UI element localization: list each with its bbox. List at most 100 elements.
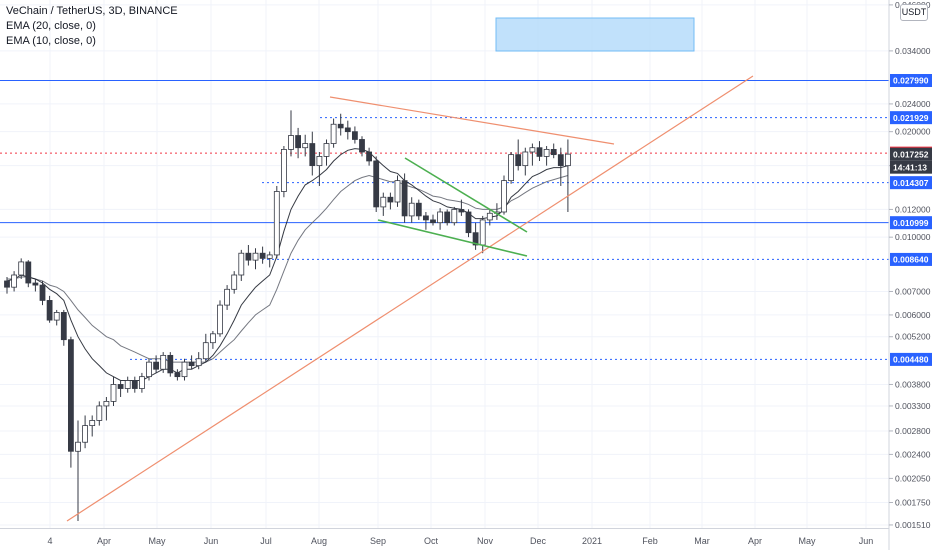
ema10-legend[interactable]: EMA (10, close, 0)	[6, 35, 96, 47]
candle[interactable]	[96, 401, 103, 426]
candle[interactable]	[195, 352, 202, 370]
range-box[interactable]	[495, 17, 695, 52]
candle[interactable]	[68, 336, 74, 468]
candle[interactable]	[32, 278, 39, 292]
candle[interactable]	[188, 355, 195, 370]
time-axis[interactable]: 4 Apr May Jun Jul Aug Sep Oct Nov Dec 2021 Feb Mar Ap…	[0, 528, 889, 547]
currency-button[interactable]: USDT	[900, 4, 928, 21]
candle[interactable]	[458, 199, 465, 216]
price-label-level[interactable]	[890, 352, 932, 366]
candle[interactable]	[110, 376, 117, 406]
candle[interactable]	[217, 300, 223, 337]
ema20-legend[interactable]: EMA (20, close, 0)	[6, 20, 96, 32]
candle[interactable]	[209, 330, 216, 349]
candle[interactable]	[344, 120, 351, 140]
candle[interactable]	[302, 134, 309, 157]
candle[interactable]	[60, 309, 67, 346]
candle[interactable]	[366, 147, 373, 166]
candle[interactable]	[486, 209, 493, 226]
candle[interactable]	[493, 203, 500, 220]
candle[interactable]	[131, 376, 138, 393]
price-label-level[interactable]	[890, 216, 932, 230]
candle[interactable]	[508, 151, 515, 184]
price-label-level[interactable]	[890, 176, 932, 190]
candle[interactable]	[565, 139, 571, 212]
candle[interactable]	[295, 127, 302, 159]
candle[interactable]	[337, 113, 344, 136]
candle[interactable]	[89, 415, 96, 437]
candles-layer[interactable]	[4, 110, 571, 521]
candle[interactable]	[11, 271, 18, 292]
candle[interactable]	[39, 280, 46, 306]
candle[interactable]	[18, 258, 25, 279]
candle[interactable]	[103, 396, 110, 421]
candle[interactable]	[557, 147, 564, 186]
candle[interactable]	[437, 208, 444, 230]
wedge-lower-line[interactable]	[377, 219, 528, 257]
candle[interactable]	[543, 146, 550, 166]
candle[interactable]	[401, 173, 408, 223]
candle[interactable]	[522, 147, 529, 176]
candle[interactable]	[82, 415, 88, 449]
candle[interactable]	[202, 333, 209, 363]
candle[interactable]	[316, 151, 323, 186]
candle[interactable]	[117, 380, 124, 397]
candle[interactable]	[351, 126, 358, 144]
candle[interactable]	[387, 192, 394, 210]
candle[interactable]	[259, 246, 266, 264]
wedge-upper-line[interactable]	[404, 157, 528, 233]
candle[interactable]	[46, 295, 53, 323]
price-label-level[interactable]	[890, 74, 932, 88]
candle[interactable]	[124, 376, 131, 393]
candle[interactable]	[373, 156, 380, 212]
candle[interactable]	[323, 139, 330, 166]
candle[interactable]	[444, 209, 451, 226]
ascending-trendline[interactable]	[66, 75, 754, 522]
candle[interactable]	[309, 131, 316, 176]
candle[interactable]	[238, 249, 245, 281]
drawings-layer[interactable]	[0, 17, 889, 360]
candle[interactable]	[266, 251, 273, 268]
price-label-timer[interactable]	[890, 160, 932, 174]
candle[interactable]	[153, 355, 160, 373]
candle[interactable]	[394, 175, 401, 207]
candle[interactable]	[174, 369, 181, 381]
candle[interactable]	[472, 222, 479, 250]
candle[interactable]	[550, 143, 557, 159]
candle[interactable]	[515, 139, 522, 171]
candle[interactable]	[430, 214, 436, 226]
candle[interactable]	[408, 197, 415, 223]
candle[interactable]	[330, 118, 337, 148]
candle[interactable]	[231, 271, 238, 294]
symbol-title[interactable]: VeChain / TetherUS, 3D, BINANCE	[6, 5, 178, 17]
candle[interactable]	[25, 260, 32, 288]
candle[interactable]	[288, 110, 294, 157]
candle[interactable]	[451, 206, 458, 226]
price-axis[interactable]: 0.0460000.0340000.0240000.0200000.016000…	[888, 0, 932, 550]
candle[interactable]	[252, 248, 259, 270]
candle[interactable]	[273, 185, 280, 259]
candle[interactable]	[415, 199, 422, 220]
candle[interactable]	[4, 276, 10, 294]
candle[interactable]	[224, 285, 231, 310]
candle[interactable]	[422, 211, 429, 230]
candle[interactable]	[501, 175, 507, 215]
candle[interactable]	[536, 141, 543, 161]
candle[interactable]	[146, 358, 152, 381]
price-label-level[interactable]	[890, 111, 932, 125]
candle[interactable]	[138, 372, 145, 393]
candle[interactable]	[529, 143, 536, 166]
price-label-level[interactable]	[890, 252, 932, 266]
trendlines-layer[interactable]	[66, 75, 754, 522]
candle[interactable]	[465, 209, 472, 238]
candle[interactable]	[479, 215, 486, 254]
candle[interactable]	[245, 244, 252, 266]
candle[interactable]	[160, 352, 167, 373]
candle[interactable]	[167, 352, 174, 377]
descending-trendline[interactable]	[329, 96, 615, 145]
candle[interactable]	[359, 136, 365, 157]
candle[interactable]	[181, 358, 188, 381]
candle[interactable]	[280, 146, 287, 198]
candle[interactable]	[75, 420, 81, 521]
